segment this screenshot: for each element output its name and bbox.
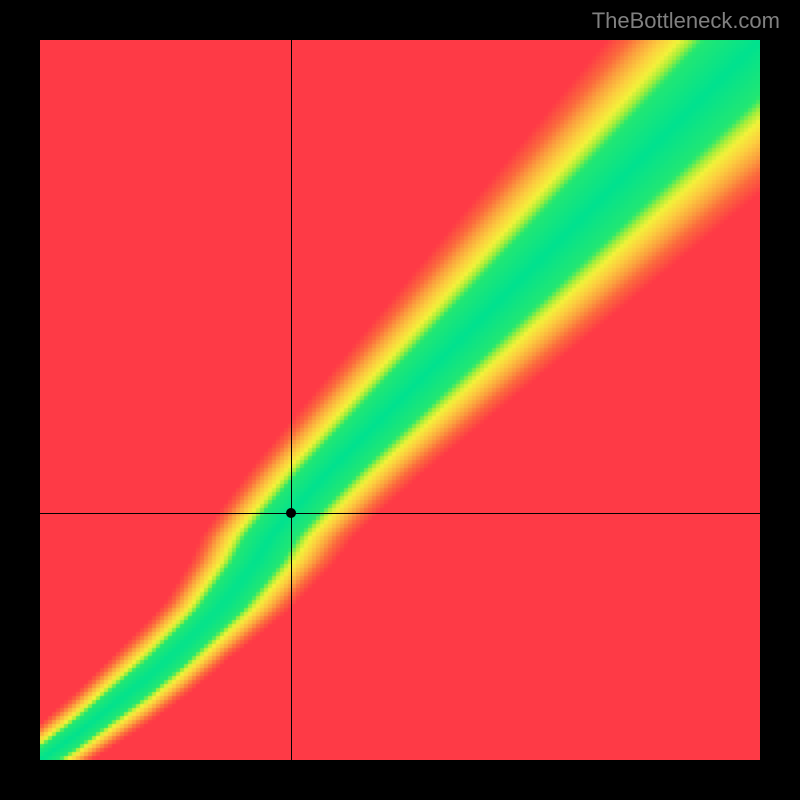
crosshair-vertical (291, 40, 292, 760)
heatmap-canvas (40, 40, 760, 760)
heatmap-plot (40, 40, 760, 760)
crosshair-marker (286, 508, 296, 518)
crosshair-horizontal (40, 513, 760, 514)
watermark-text: TheBottleneck.com (592, 8, 780, 34)
